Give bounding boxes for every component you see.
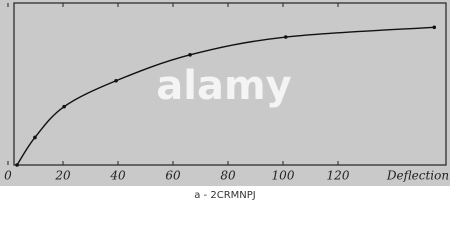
plot-frame	[13, 2, 447, 166]
x-tick-label: 40	[109, 169, 126, 183]
data-point	[33, 135, 37, 140]
x-axis-label: Deflection	[386, 169, 449, 183]
data-point	[15, 163, 19, 167]
data-point	[283, 35, 288, 39]
data-point	[188, 53, 192, 57]
footer-strip	[0, 186, 450, 203]
x-tick-label: 80	[220, 169, 236, 183]
x-tick-label: 0	[4, 169, 12, 183]
x-tick-label: 100	[272, 169, 295, 183]
x-tick-label: 20	[54, 169, 71, 183]
data-point	[62, 104, 66, 109]
x-tick-label: 120	[327, 169, 350, 183]
x-tick-label: 60	[165, 169, 181, 183]
watermark: alamy	[156, 63, 291, 109]
stock-id: a - 2CRMNPJ	[194, 190, 255, 201]
data-point	[114, 78, 118, 83]
data-point	[432, 25, 437, 30]
chart: alamy Deflection a - 2CRMNPJ 0 20 40 60 80 10…	[0, 0, 450, 203]
